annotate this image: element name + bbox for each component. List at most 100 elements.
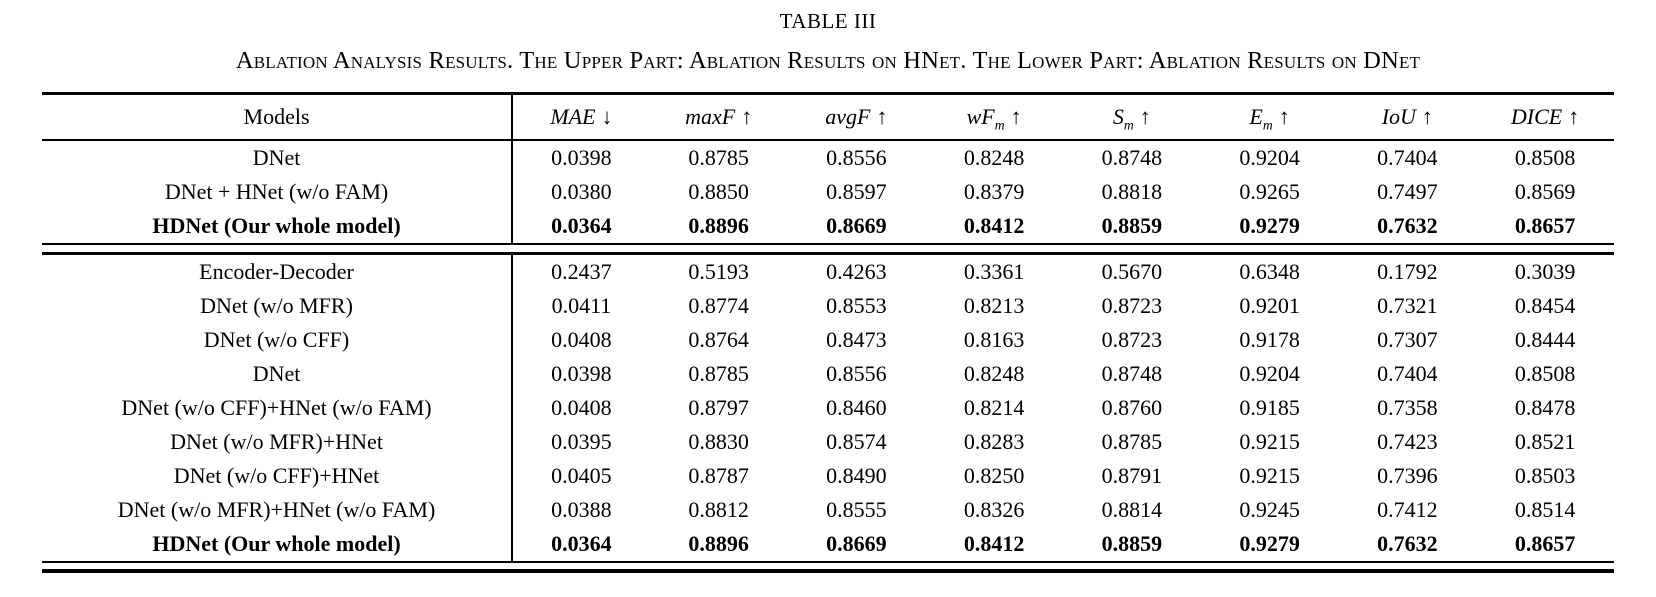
- metric-name: wF: [966, 104, 995, 129]
- arrow-up-icon: ↑: [1421, 104, 1433, 129]
- table-body: DNet 0.0398 0.8785 0.8556 0.8248 0.8748 …: [42, 140, 1614, 561]
- metric-cell: 0.8214: [963, 395, 1025, 420]
- col-header-sm: Sm ↑: [1062, 93, 1201, 141]
- metric-cell: 0.8723: [1101, 327, 1163, 352]
- metric-cell: 0.8859: [1101, 531, 1163, 556]
- col-header-models: Models: [42, 93, 513, 141]
- metric-name: MAE: [550, 104, 596, 129]
- metric-cell: 0.8669: [826, 531, 887, 556]
- col-header-avgf: avgF ↑: [787, 93, 926, 141]
- metric-cell: 0.0364: [511, 209, 650, 244]
- metric-cell: 0.8379: [963, 179, 1025, 204]
- model-name: Encoder-Decoder: [199, 259, 354, 284]
- metric-cell: 0.0398: [511, 357, 650, 391]
- metric-cell: 0.8791: [1101, 463, 1163, 488]
- metric-cell: 0.8460: [826, 395, 887, 420]
- metric-cell: 0.8508: [1514, 361, 1576, 386]
- metric-cell: 0.8818: [1101, 179, 1163, 204]
- metric-cell: 0.8785: [1101, 429, 1163, 454]
- table-caption-title: TABLE III: [779, 9, 877, 33]
- metric-cell: 0.8478: [1514, 395, 1576, 420]
- metric-cell: 0.0395: [511, 425, 650, 459]
- metric-cell: 0.8787: [688, 463, 749, 488]
- metric-subscript: m: [994, 117, 1005, 133]
- table-row-lower-dnet-wo-mfr-hnet-wo-fam: DNet (w/o MFR)+HNet (w/o FAM) 0.0388 0.8…: [42, 493, 1614, 527]
- arrow-up-icon: ↑: [1278, 104, 1290, 129]
- model-name: DNet (w/o CFF): [203, 327, 350, 352]
- col-header-mae: MAE ↓: [511, 93, 650, 141]
- metric-cell: 0.7321: [1377, 293, 1438, 318]
- metric-cell: 0.9245: [1239, 497, 1300, 522]
- metric-cell: 0.8785: [688, 145, 749, 170]
- metric-cell: 0.8490: [826, 463, 887, 488]
- metric-cell: 0.8760: [1101, 395, 1163, 420]
- metric-cell: 0.0380: [511, 175, 650, 209]
- metric-cell: 0.0411: [511, 289, 650, 323]
- model-name: DNet: [252, 145, 301, 170]
- arrow-up-icon: ↑: [1568, 104, 1580, 129]
- model-name: DNet (w/o CFF)+HNet (w/o FAM): [121, 395, 432, 420]
- metric-cell: 0.8597: [826, 179, 887, 204]
- metric-cell: 0.7423: [1377, 429, 1438, 454]
- metric-cell: 0.7404: [1377, 145, 1438, 170]
- metric-cell: 0.9265: [1239, 179, 1300, 204]
- metric-cell: 0.0408: [511, 323, 650, 357]
- metric-cell: 0.0405: [511, 459, 650, 493]
- metric-cell: 0.8553: [826, 293, 887, 318]
- arrow-up-icon: ↑: [876, 104, 888, 129]
- metric-cell: 0.7497: [1377, 179, 1438, 204]
- model-name: HDNet (Our whole model): [152, 531, 401, 556]
- metric-cell: 0.3361: [963, 259, 1025, 284]
- section-separator-rule: [42, 243, 1614, 255]
- metric-cell: 0.8669: [826, 213, 887, 238]
- metric-cell: 0.0364: [511, 527, 650, 561]
- metric-cell: 0.3039: [1514, 259, 1576, 284]
- metric-cell: 0.8283: [963, 429, 1025, 454]
- metric-cell: 0.7396: [1377, 463, 1438, 488]
- metric-cell: 0.7358: [1377, 395, 1438, 420]
- metric-cell: 0.5670: [1101, 259, 1163, 284]
- metric-cell: 0.8850: [688, 179, 749, 204]
- metric-cell: 0.8521: [1514, 429, 1576, 454]
- table-bottom-rule: [42, 561, 1614, 573]
- metric-cell: 0.0408: [511, 391, 650, 425]
- col-header-maxf: maxF ↑: [649, 93, 788, 141]
- separator-cell: [42, 243, 1614, 255]
- metric-cell: 0.8412: [963, 213, 1025, 238]
- metric-cell: 0.8797: [688, 395, 749, 420]
- model-name: DNet (w/o MFR)+HNet: [170, 429, 383, 454]
- metric-cell: 0.8514: [1514, 497, 1576, 522]
- table-caption-subtitle: Ablation Analysis Results. The Upper Par…: [235, 47, 1421, 74]
- metric-cell: 0.8444: [1514, 327, 1576, 352]
- metric-cell: 0.8657: [1514, 531, 1576, 556]
- table-row-upper-hdnet: HDNet (Our whole model) 0.0364 0.8896 0.…: [42, 209, 1614, 244]
- metric-cell: 0.8248: [963, 145, 1025, 170]
- col-header-dice: DICE ↑: [1476, 93, 1614, 141]
- metric-cell: 0.8213: [963, 293, 1025, 318]
- model-name: DNet: [252, 361, 301, 386]
- metric-cell: 0.0388: [511, 493, 650, 527]
- arrow-up-icon: ↑: [1010, 104, 1022, 129]
- metric-cell: 0.8859: [1101, 213, 1163, 238]
- metric-cell: 0.8555: [826, 497, 887, 522]
- metric-cell: 0.8503: [1514, 463, 1576, 488]
- metric-cell: 0.8814: [1101, 497, 1163, 522]
- metric-name: maxF: [685, 104, 736, 129]
- metric-cell: 0.9279: [1239, 531, 1300, 556]
- table-row-lower-dnet-wo-cff: DNet (w/o CFF) 0.0408 0.8764 0.8473 0.81…: [42, 323, 1614, 357]
- table-row-lower-dnet-wo-mfr: DNet (w/o MFR) 0.0411 0.8774 0.8553 0.82…: [42, 289, 1614, 323]
- col-header-em: Em ↑: [1200, 93, 1339, 141]
- table-row-lower-dnet-wo-cff-hnet: DNet (w/o CFF)+HNet 0.0405 0.8787 0.8490…: [42, 459, 1614, 493]
- table-header: Models MAE ↓ maxF ↑ avgF ↑ wFm ↑ Sm ↑ Em ↑ IoU…: [42, 93, 1614, 141]
- metric-cell: 0.8774: [688, 293, 749, 318]
- model-name: DNet + HNet (w/o FAM): [164, 179, 389, 204]
- metric-cell: 0.8723: [1101, 293, 1163, 318]
- ablation-table-wrap: Models MAE ↓ maxF ↑ avgF ↑ wFm ↑ Sm ↑ Em ↑ IoU…: [42, 92, 1614, 573]
- metric-cell: 0.7412: [1377, 497, 1438, 522]
- table-row-lower-dnet: DNet 0.0398 0.8785 0.8556 0.8248 0.8748 …: [42, 357, 1614, 391]
- col-header-wfm: wFm ↑: [925, 93, 1063, 141]
- metric-cell: 0.8163: [963, 327, 1025, 352]
- metric-cell: 0.8250: [963, 463, 1025, 488]
- metric-cell: 0.8556: [826, 145, 887, 170]
